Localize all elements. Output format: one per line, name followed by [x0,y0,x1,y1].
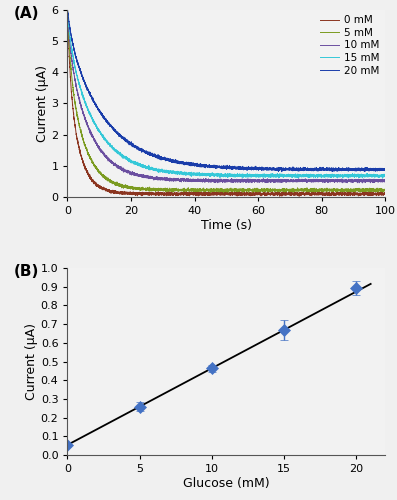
0 mM [256,192,260,198]
20 mM [302,166,307,172]
10 mM [123,169,127,175]
10 mM [65,7,70,13]
15 mM [326,172,331,177]
Line: 0 mM: 0 mM [67,9,385,196]
Y-axis label: Current (μA): Current (μA) [25,323,38,400]
0 mM [187,192,191,198]
15 mM [256,173,260,179]
15 mM [65,8,70,14]
5 mM [65,7,70,13]
5 mM [326,186,331,192]
Text: (A): (A) [13,6,39,22]
10 mM [383,178,387,184]
20 mM [383,167,387,173]
15 mM [302,174,307,180]
20 mM [187,160,191,166]
0 mM [383,192,387,198]
5 mM [221,190,226,196]
15 mM [187,170,191,176]
10 mM [256,178,260,184]
10 mM [360,180,365,186]
20 mM [65,8,70,14]
Line: 5 mM: 5 mM [67,10,385,192]
20 mM [256,165,260,171]
10 mM [326,178,331,184]
Line: 10 mM: 10 mM [67,10,385,183]
20 mM [326,166,331,172]
10 mM [187,178,191,184]
0 mM [272,191,276,197]
20 mM [279,168,284,174]
5 mM [256,186,260,192]
10 mM [272,179,276,185]
20 mM [65,7,70,13]
20 mM [272,165,276,171]
0 mM [65,6,70,12]
5 mM [383,188,387,194]
5 mM [302,188,307,194]
0 mM [123,191,127,197]
5 mM [187,186,191,192]
Y-axis label: Current (μA): Current (μA) [36,65,48,142]
5 mM [123,184,127,190]
0 mM [302,191,307,197]
15 mM [380,175,385,181]
15 mM [272,174,276,180]
15 mM [123,155,127,161]
Line: 15 mM: 15 mM [67,10,385,178]
X-axis label: Time (s): Time (s) [201,219,252,232]
10 mM [302,178,307,184]
15 mM [383,173,387,179]
Legend: 0 mM, 5 mM, 10 mM, 15 mM, 20 mM: 0 mM, 5 mM, 10 mM, 15 mM, 20 mM [320,15,380,76]
0 mM [326,190,331,196]
Text: (B): (B) [13,264,39,280]
20 mM [123,136,127,142]
Line: 20 mM: 20 mM [67,10,385,172]
5 mM [272,187,276,193]
X-axis label: Glucose (mM): Glucose (mM) [183,477,270,490]
0 mM [297,194,301,200]
